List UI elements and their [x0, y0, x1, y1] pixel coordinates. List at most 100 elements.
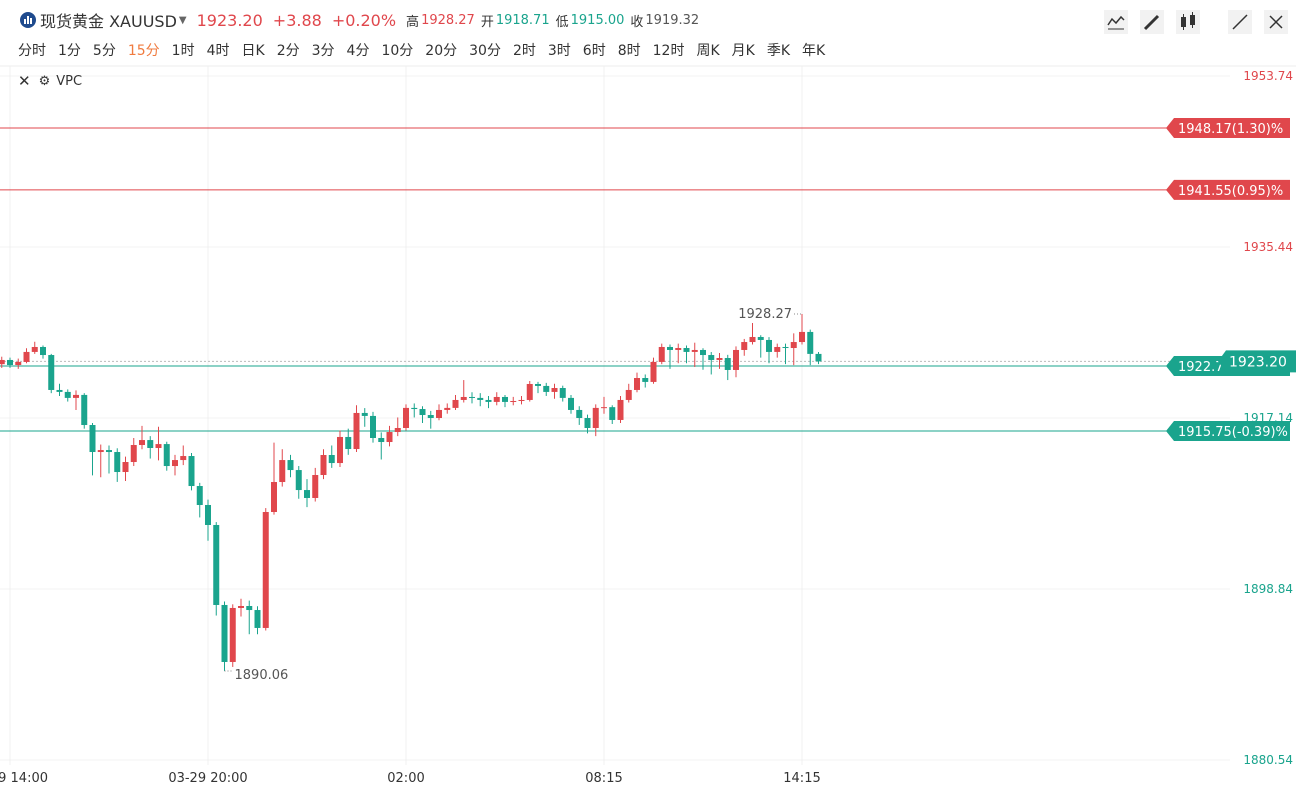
- price-badge-label: 1941.55(0.95)%: [1178, 184, 1283, 199]
- candle-body: [378, 437, 385, 443]
- period-tab[interactable]: 1时: [171, 43, 195, 59]
- close-label: 收: [630, 14, 644, 30]
- candle-body: [444, 407, 451, 410]
- period-tab[interactable]: 2分: [276, 43, 300, 59]
- candle-body: [221, 604, 228, 662]
- candle-body: [617, 399, 624, 420]
- line-tool[interactable]: [1104, 10, 1128, 34]
- period-tab[interactable]: 月K: [731, 43, 755, 59]
- candle-body: [452, 399, 459, 408]
- high: 1928.27: [421, 12, 475, 28]
- candle-body: [667, 346, 673, 350]
- candle-body: [180, 456, 187, 461]
- period-tab[interactable]: 12时: [652, 43, 685, 59]
- period-tab[interactable]: 1分: [58, 43, 81, 59]
- dropdown[interactable]: ▼: [178, 14, 187, 26]
- collapse[interactable]: [1228, 10, 1252, 34]
- candle-body: [386, 432, 393, 443]
- candle-body: [559, 388, 566, 398]
- candle-body: [246, 606, 253, 611]
- candle-body: [733, 349, 739, 370]
- candle-body: [815, 353, 822, 362]
- period-tab[interactable]: 年K: [802, 43, 826, 59]
- candle-body: [196, 486, 203, 505]
- close-indicator[interactable]: ✕: [18, 72, 31, 90]
- period-tab[interactable]: 3时: [547, 43, 571, 59]
- candle-body: [543, 385, 550, 392]
- candle-body: [345, 436, 352, 450]
- x-tick-label: 03-29 20:00: [168, 771, 247, 786]
- candle-body: [89, 425, 96, 453]
- period-tab[interactable]: 2时: [512, 43, 536, 59]
- candle-body: [114, 452, 121, 473]
- period-tab[interactable]: 季K: [766, 43, 791, 59]
- candle-body: [716, 358, 723, 360]
- candle-body: [370, 415, 376, 438]
- candle-body: [477, 397, 484, 400]
- candle-body: [163, 444, 170, 467]
- candle-body: [766, 339, 772, 352]
- y-tick-label: 1880.54: [1243, 753, 1293, 767]
- period-tab[interactable]: 周K: [696, 43, 720, 59]
- price-badge-label: 1922.7: [1178, 360, 1224, 375]
- period-tab[interactable]: 6时: [582, 43, 606, 59]
- candle-body: [64, 391, 71, 398]
- candle-body: [304, 490, 310, 498]
- period-tab[interactable]: 20分: [425, 43, 458, 59]
- candle-body: [81, 394, 88, 426]
- header: 现货黄金 XAUUSD ▼ 1923.20 +3.88 +0.20% 高 192…: [0, 0, 1296, 90]
- candle-body: [262, 512, 269, 628]
- candle-body: [238, 606, 244, 608]
- candle-body: [328, 455, 335, 464]
- candle-body: [353, 412, 360, 450]
- close[interactable]: [1264, 10, 1288, 34]
- price-badge: [1166, 420, 1290, 441]
- indicator-bar: ✕ ⚙ VPC: [18, 72, 82, 90]
- candle-body: [807, 331, 814, 354]
- candle-body: [73, 394, 79, 398]
- candle-body: [642, 378, 649, 382]
- period-tab[interactable]: 4分: [346, 43, 370, 59]
- candle-body: [172, 460, 178, 467]
- low-label: 低: [555, 14, 569, 30]
- candle-body: [130, 445, 137, 463]
- candle-body: [279, 460, 286, 483]
- candle-body: [361, 412, 368, 416]
- candle-body: [650, 361, 657, 382]
- period-tab[interactable]: 5分: [92, 43, 116, 59]
- period-tab[interactable]: 30分: [469, 43, 501, 59]
- candle-body: [493, 396, 500, 402]
- draw-tool[interactable]: [1140, 10, 1164, 34]
- low: 1915.00: [570, 12, 625, 28]
- x-tick-label: 08:15: [585, 771, 622, 786]
- candle-tool[interactable]: [1176, 10, 1200, 34]
- candle-body: [7, 359, 13, 366]
- settings-icon[interactable]: ⚙: [38, 73, 51, 89]
- price-badge: [1166, 179, 1290, 200]
- candle-body: [15, 361, 22, 366]
- period-tab[interactable]: 分时: [18, 43, 46, 59]
- candle-body: [799, 331, 805, 343]
- candle-body: [584, 418, 591, 428]
- open-label: 开: [480, 14, 494, 30]
- candle-body: [568, 397, 574, 410]
- period-tab[interactable]: 日K: [241, 43, 265, 59]
- candle-body: [691, 349, 698, 352]
- period-tab[interactable]: 10分: [381, 43, 414, 59]
- candle-body: [485, 399, 492, 402]
- candle-body: [31, 346, 38, 352]
- candle-body: [403, 407, 409, 428]
- quote-row: 现货黄金 XAUUSD ▼ 1923.20 +3.88 +0.20% 高 192…: [20, 8, 705, 32]
- candle-body: [411, 407, 418, 410]
- candle-body: [0, 359, 5, 365]
- period-tab[interactable]: 4时: [206, 43, 230, 59]
- candle-body: [56, 389, 63, 392]
- period-tab[interactable]: 8时: [617, 43, 641, 59]
- candle-body: [749, 336, 756, 343]
- period-tab[interactable]: 15分: [127, 43, 160, 59]
- candle-body: [551, 388, 558, 392]
- period-tab[interactable]: 3分: [311, 43, 335, 59]
- symbol[interactable]: 现货黄金 XAUUSD: [40, 12, 177, 31]
- candle-body: [658, 346, 665, 362]
